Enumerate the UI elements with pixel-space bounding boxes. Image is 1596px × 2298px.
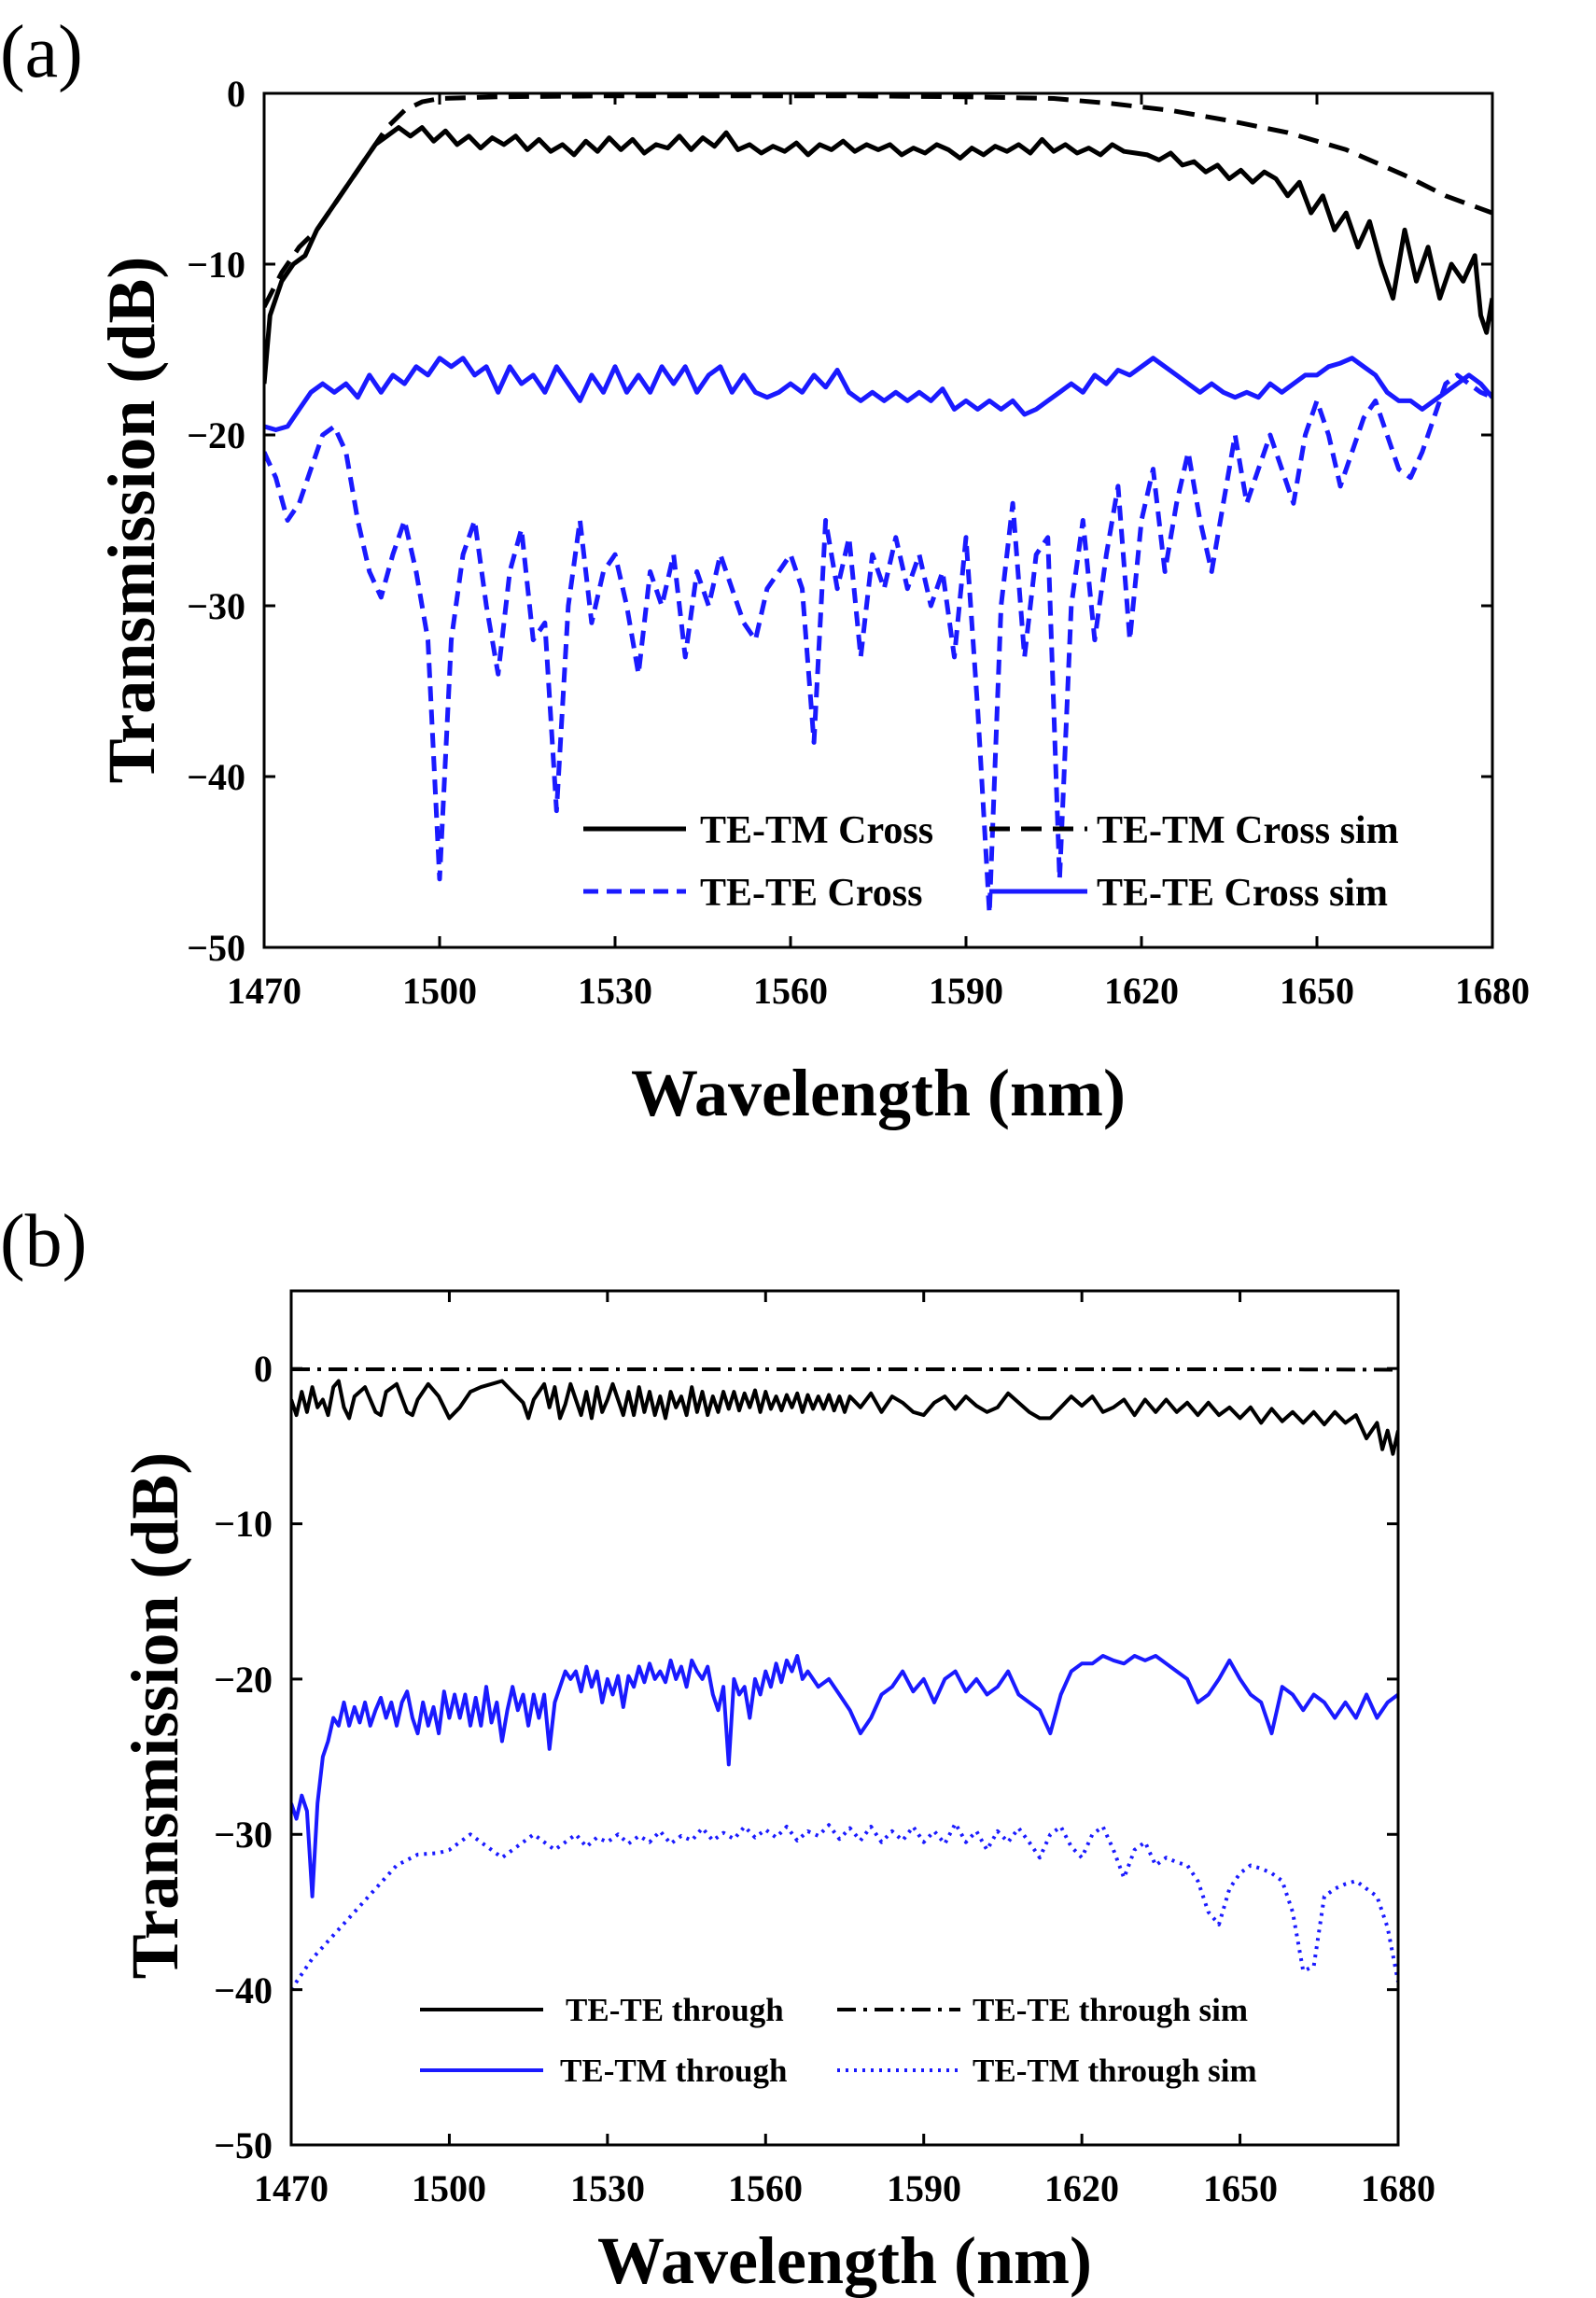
panel-a-xtick-label: 1590 — [929, 970, 1003, 1012]
panel-a-xtick-label: 1470 — [227, 970, 301, 1012]
panel-b-x-axis-title: Wavelength (nm) — [597, 2223, 1092, 2298]
panel-b-xtick-label: 1590 — [887, 2167, 961, 2209]
panel-b-ytick-label: 0 — [254, 1348, 273, 1390]
panel-b-series-group — [291, 1367, 1398, 1991]
series-line-te-tm-through-sim — [291, 1821, 1398, 1991]
series-line-te-te-through — [291, 1379, 1398, 1456]
series-line-te-te-cross-sim — [264, 356, 1492, 432]
panel-a-xtick-label: 1650 — [1280, 970, 1354, 1012]
panel-a-xtick-label: 1620 — [1104, 970, 1179, 1012]
panel-a-ytick-label: −50 — [187, 927, 245, 969]
panel-b-xtick-label: 1680 — [1361, 2167, 1435, 2209]
panel-a-x-axis-title: Wavelength (nm) — [631, 1056, 1126, 1130]
panel-b-xtick-label: 1560 — [728, 2167, 803, 2209]
legend-label-te-tm-cross: TE-TM Cross — [700, 809, 933, 852]
panel-b-y-axis-title: Transmission (dB) — [118, 1452, 192, 1980]
panel-a-xtick-label: 1530 — [578, 970, 652, 1012]
series-line-te-tm-through — [291, 1654, 1398, 1899]
panel-a-series-group — [264, 93, 1492, 916]
panel-a-ytick-label: 0 — [227, 73, 245, 115]
panel-a-ytick-label: −40 — [187, 756, 245, 798]
panel-b-tick-marks — [289, 1291, 1400, 2147]
panel-b-ytick-label: −10 — [214, 1503, 273, 1545]
legend-label-te-te-through-sim: TE-TE through sim — [973, 1992, 1248, 2028]
panel-a: (a) 0 −10 −20 −30 −40 −50 1470 1500 1530… — [0, 11, 1530, 1130]
legend-label-te-te-cross: TE-TE Cross — [700, 872, 922, 915]
panel-a-ytick-label: −20 — [187, 414, 245, 456]
panel-b-axes-frame — [289, 1289, 1400, 2147]
panel-a-plot-area — [262, 91, 1494, 949]
panel-b-xtick-label: 1470 — [254, 2167, 329, 2209]
panel-b-legend: TE-TE through TE-TE through sim TE-TM th… — [420, 1992, 1257, 2089]
panel-b: (b) 0 −10 −20 −30 −40 −50 1470 1500 1530… — [0, 1200, 1435, 2298]
panel-a-tick-marks — [262, 91, 1494, 949]
panel-b-ytick-label: −50 — [214, 2124, 273, 2166]
legend-label-te-te-through: TE-TE through — [566, 1992, 784, 2028]
panel-a-xtick-label: 1500 — [402, 970, 477, 1012]
panel-b-ytick-label: −40 — [214, 1969, 273, 2011]
panel-a-y-axis-title: Transmission (dB) — [94, 257, 169, 784]
panel-a-label: (a) — [0, 11, 83, 93]
panel-b-xtick-label: 1650 — [1203, 2167, 1278, 2209]
panel-a-ytick-label: −30 — [187, 585, 245, 627]
legend-label-te-tm-cross-sim: TE-TM Cross sim — [1097, 809, 1399, 852]
panel-b-ytick-label: −30 — [214, 1814, 273, 1856]
panel-b-plot-area — [289, 1289, 1400, 2147]
panel-a-legend: TE-TM Cross TE-TM Cross sim TE-TE Cross … — [583, 809, 1399, 915]
panel-b-xtick-label: 1530 — [570, 2167, 645, 2209]
panel-b-label: (b) — [0, 1200, 87, 1282]
panel-a-ytick-label: −10 — [187, 244, 245, 286]
series-line-te-tm-cross-sim — [264, 93, 1492, 308]
legend-label-te-te-cross-sim: TE-TE Cross sim — [1097, 872, 1388, 915]
series-line-te-te-through-sim — [291, 1367, 1398, 1372]
series-line-te-te-cross — [264, 372, 1492, 916]
panel-a-xtick-label: 1560 — [753, 970, 828, 1012]
legend-label-te-tm-through-sim: TE-TM through sim — [973, 2053, 1257, 2089]
legend-label-te-tm-through: TE-TM through — [560, 2053, 787, 2089]
panel-b-xtick-label: 1500 — [412, 2167, 486, 2209]
panel-a-axes-frame — [262, 91, 1494, 949]
panel-b-xtick-label: 1620 — [1044, 2167, 1119, 2209]
panel-a-xtick-label: 1680 — [1455, 970, 1530, 1012]
series-line-te-tm-cross — [264, 125, 1492, 385]
panel-b-ytick-label: −20 — [214, 1659, 273, 1701]
